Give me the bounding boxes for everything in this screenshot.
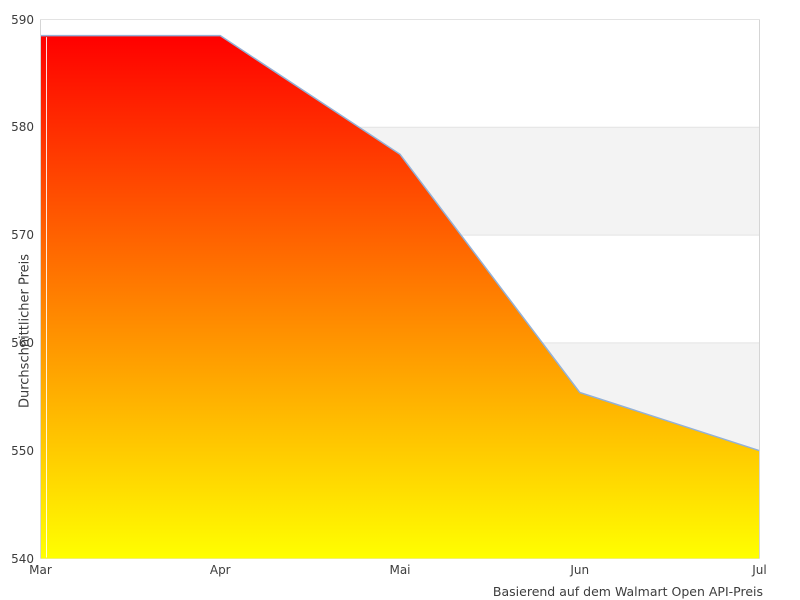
y-tick-label: 540 bbox=[11, 551, 34, 566]
price-line bbox=[40, 34, 760, 452]
x-tick-label: Mar bbox=[29, 563, 52, 577]
x-tick-label: Jun bbox=[570, 563, 590, 577]
area-fill bbox=[40, 35, 760, 559]
chart-caption: Basierend auf dem Walmart Open API-Preis bbox=[492, 584, 763, 599]
x-tick-label: Mai bbox=[389, 563, 411, 577]
y-tick-label: 580 bbox=[11, 120, 34, 135]
x-tick-label: Apr bbox=[209, 563, 231, 577]
y-axis-title: Durchschnittlicher Preis bbox=[17, 253, 33, 409]
y-tick-label: 560 bbox=[11, 335, 34, 350]
y-tick-label: 590 bbox=[11, 12, 34, 27]
y-tick-label: 570 bbox=[11, 228, 34, 243]
y-tick-label: 550 bbox=[11, 443, 34, 458]
x-tick-label: Jul bbox=[752, 563, 767, 577]
